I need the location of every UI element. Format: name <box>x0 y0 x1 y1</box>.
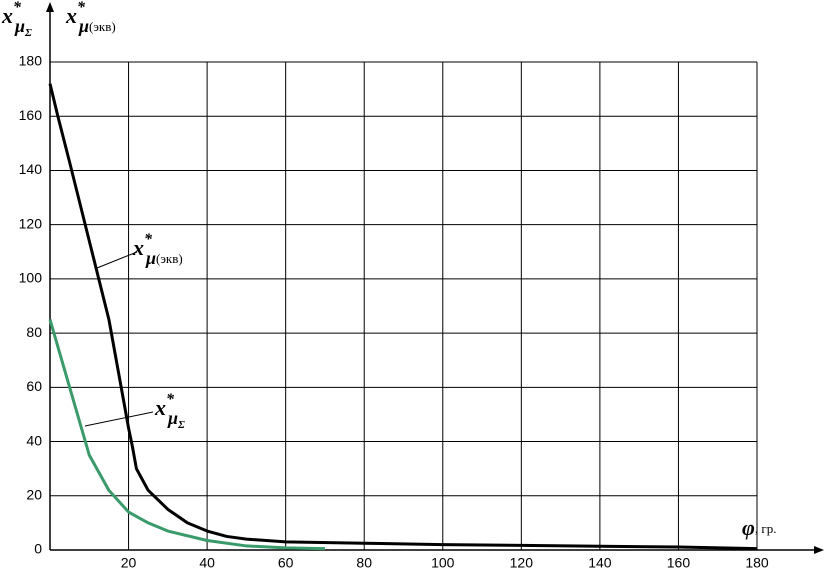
x-axis-label-note: , гр. <box>755 521 777 536</box>
y-tick-label: 0 <box>34 541 42 557</box>
y-axis-label-sup: * <box>13 0 22 16</box>
x-tick-label: 160 <box>667 555 691 571</box>
series-label: x* μ(экв) <box>132 231 183 268</box>
x-tick-label: 20 <box>121 555 137 571</box>
series-label: x* μΣ <box>154 391 185 431</box>
leader-line <box>84 411 154 427</box>
y-tick-label: 100 <box>19 270 43 286</box>
series-line <box>48 83 758 551</box>
y-tick-label: 140 <box>19 161 43 177</box>
x-axis-label: φ, гр. <box>742 515 776 540</box>
series-label-subsub: Σ <box>177 419 185 431</box>
y-tick-label: 20 <box>26 486 42 502</box>
y-tick-label: 60 <box>26 378 42 394</box>
series-label-sub: μ <box>145 248 156 268</box>
series-label-note: (экв) <box>156 251 183 266</box>
series-label-sup: * <box>166 391 175 408</box>
series-label-sub: μ <box>167 408 178 428</box>
y-tick-label: 180 <box>19 53 43 69</box>
y-tick-label: 40 <box>26 432 42 448</box>
x-tick-label: 40 <box>199 555 215 571</box>
y-axis-label-main: x <box>1 3 13 28</box>
series-label-sup: * <box>144 231 153 248</box>
y-tick-label: 80 <box>26 324 42 340</box>
y-axis-label: x* μ(экв) <box>65 0 116 36</box>
x-arrow <box>814 546 824 554</box>
x-tick-label: 140 <box>588 555 612 571</box>
y-axis-label-sup: * <box>77 0 86 16</box>
series-line <box>48 319 325 551</box>
y-tick-label: 160 <box>19 107 43 123</box>
y-axis-label-main: x <box>65 3 77 28</box>
y-axis-label: x* μΣ <box>1 0 32 39</box>
y-axis-label-note: (экв) <box>89 19 116 34</box>
x-tick-label: 60 <box>278 555 294 571</box>
y-axis-label-sub: μ <box>14 16 25 36</box>
y-axis-label-subsub: Σ <box>24 27 32 39</box>
series-label-main: x <box>132 235 144 260</box>
y-axis-label-sub: μ <box>78 16 89 36</box>
y-tick-label: 120 <box>19 215 43 231</box>
series-label-main: x <box>154 395 166 420</box>
x-axis-label-main: φ <box>742 515 755 540</box>
x-tick-label: 180 <box>745 555 769 571</box>
x-tick-label: 100 <box>431 555 455 571</box>
leader-line <box>96 251 138 269</box>
x-tick-label: 80 <box>356 555 372 571</box>
y-arrow <box>46 2 54 12</box>
x-tick-label: 120 <box>510 555 534 571</box>
